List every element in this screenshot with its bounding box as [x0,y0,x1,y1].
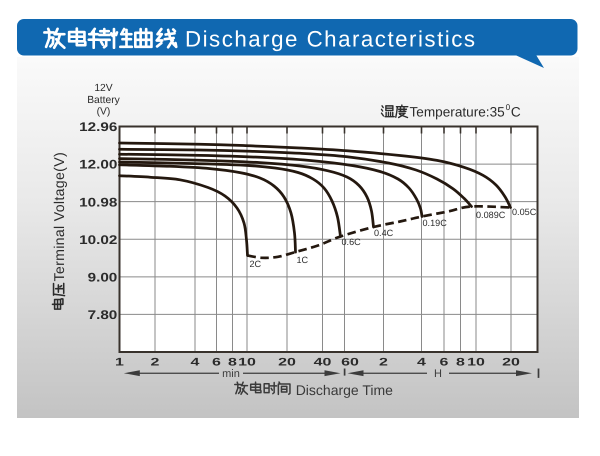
svg-text:min: min [222,368,240,380]
svg-text:1C: 1C [297,255,309,265]
svg-text:2: 2 [151,357,160,369]
svg-text:Temperature:35: Temperature:35 [410,105,505,120]
svg-text:10.98: 10.98 [79,195,117,209]
svg-text:60: 60 [341,357,359,369]
svg-text:0.05C: 0.05C [512,207,537,217]
svg-text:4: 4 [417,357,427,369]
svg-text:10.02: 10.02 [79,233,117,247]
svg-text:10: 10 [467,357,485,369]
svg-text:2: 2 [379,357,388,369]
svg-text:12.96: 12.96 [79,120,117,134]
svg-text:Terminal Voltage(V): Terminal Voltage(V) [52,152,68,282]
svg-text:Discharge Characteristics: Discharge Characteristics [185,27,477,52]
svg-text:6: 6 [212,357,221,369]
svg-text:C: C [511,105,521,120]
svg-text:0.6C: 0.6C [342,237,362,247]
svg-text:0.19C: 0.19C [423,218,448,228]
svg-text:12.00: 12.00 [79,158,117,172]
svg-text:12V: 12V [94,83,112,94]
svg-text:9.00: 9.00 [88,270,118,284]
svg-text:0.4C: 0.4C [374,228,394,238]
svg-text:2C: 2C [250,259,262,269]
svg-text:(V): (V) [97,107,111,118]
svg-text:Discharge Time: Discharge Time [296,382,393,398]
svg-text:40: 40 [314,357,332,369]
svg-text:20: 20 [278,357,296,369]
svg-text:10: 10 [238,357,256,369]
svg-text:6: 6 [440,357,449,369]
svg-text:H: H [434,368,442,380]
svg-text:7.80: 7.80 [88,308,118,322]
svg-text:8: 8 [228,357,237,369]
svg-text:20: 20 [502,357,520,369]
svg-text:0: 0 [506,103,511,112]
svg-text:0.089C: 0.089C [476,210,506,220]
svg-text:Battery: Battery [87,95,120,106]
svg-text:8: 8 [456,357,465,369]
svg-text:1: 1 [115,357,124,369]
svg-text:4: 4 [191,357,201,369]
